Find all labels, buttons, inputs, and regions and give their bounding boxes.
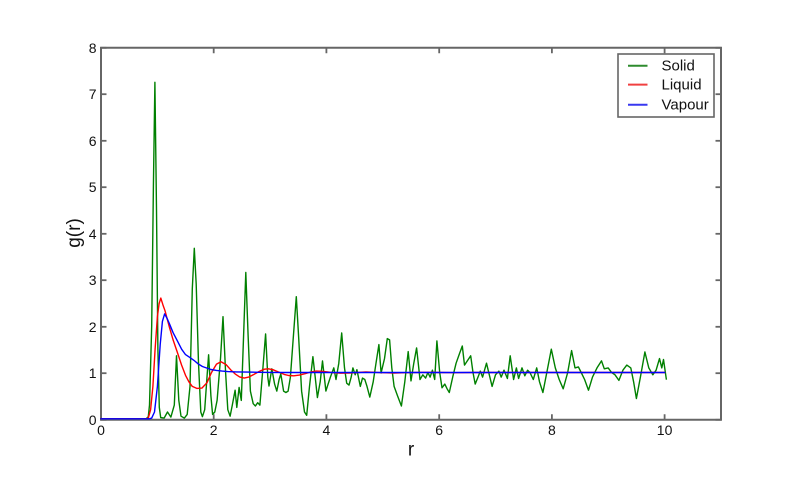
svg-text:8: 8 (548, 422, 556, 438)
svg-text:2: 2 (210, 422, 218, 438)
svg-text:Solid: Solid (662, 58, 695, 75)
svg-text:0: 0 (89, 412, 97, 428)
svg-text:0: 0 (97, 422, 105, 438)
svg-text:g(r): g(r) (64, 218, 85, 248)
svg-text:10: 10 (657, 422, 673, 438)
svg-text:3: 3 (89, 272, 97, 288)
svg-text:Liquid: Liquid (662, 77, 702, 94)
svg-text:4: 4 (89, 226, 97, 242)
svg-text:1: 1 (89, 365, 97, 381)
svg-text:Vapour: Vapour (662, 97, 709, 114)
svg-text:7: 7 (89, 86, 97, 102)
svg-text:r: r (408, 440, 415, 461)
svg-text:6: 6 (89, 133, 97, 149)
svg-text:5: 5 (89, 179, 97, 195)
svg-text:2: 2 (89, 319, 97, 335)
svg-text:6: 6 (435, 422, 443, 438)
svg-text:4: 4 (323, 422, 331, 438)
svg-text:8: 8 (89, 40, 97, 56)
